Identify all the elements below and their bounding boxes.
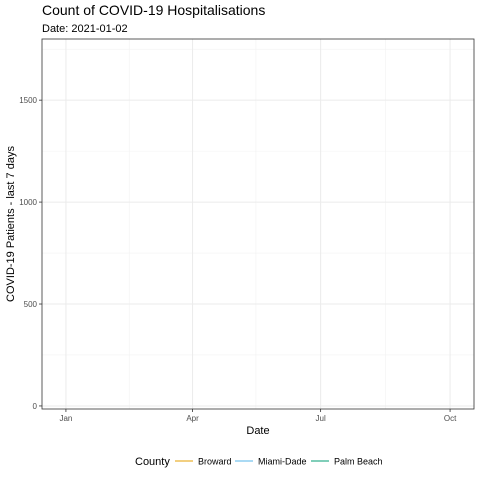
x-tick-label: Jul (316, 414, 326, 423)
legend-entries: Broward Miami-Dade Palm Beach (175, 457, 383, 467)
legend-title: County (135, 456, 170, 468)
y-axis: 0 500 1000 1500 (19, 96, 42, 411)
y-tick-label: 0 (33, 402, 38, 411)
legend: County Broward Miami-Dade Palm Beach (135, 456, 383, 468)
chart-subtitle: Date: 2021-01-02 (42, 23, 128, 35)
x-tick-label: Jan (59, 414, 72, 423)
grid-major (42, 39, 474, 409)
y-tick-label: 1500 (19, 96, 37, 105)
panel-border (41, 38, 475, 410)
x-tick-label: Apr (186, 414, 199, 423)
panel-background (42, 39, 474, 409)
x-axis-title: Date (246, 425, 269, 437)
legend-label: Broward (198, 457, 232, 467)
y-tick-label: 500 (24, 300, 38, 309)
y-tick-label: 1000 (19, 198, 37, 207)
legend-label: Miami-Dade (258, 457, 307, 467)
grid-minor (42, 39, 474, 409)
legend-label: Palm Beach (334, 457, 383, 467)
y-axis-title: COVID-19 Patients - last 7 days (5, 146, 17, 302)
x-axis: Jan Apr Jul Oct (59, 409, 457, 423)
chart-title: Count of COVID-19 Hospitalisations (42, 2, 265, 18)
plot-panel (41, 38, 475, 410)
x-tick-label: Oct (444, 414, 457, 423)
